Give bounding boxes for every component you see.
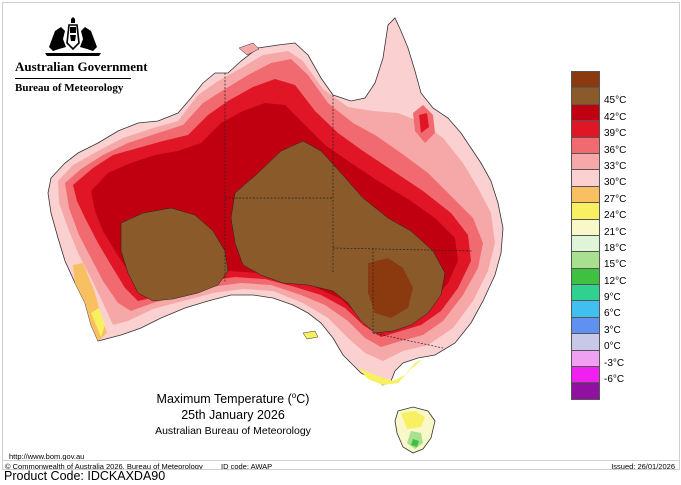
legend-label: 45°C xyxy=(604,95,627,107)
kangaroo-island xyxy=(302,330,319,340)
legend-swatch xyxy=(571,333,600,351)
legend-swatch xyxy=(571,185,600,204)
legend-label: 39°C xyxy=(604,128,627,140)
zone-24c-south xyxy=(358,359,423,385)
government-logo: Australian Government Bureau of Meteorol… xyxy=(15,17,148,94)
legend-label: 9°C xyxy=(604,292,621,304)
legend-swatch xyxy=(571,103,600,122)
map-title: Maximum Temperature (oC) xyxy=(133,391,333,406)
zone-24c-west xyxy=(91,308,105,337)
legend-label: 18°C xyxy=(604,242,627,254)
temperature-map xyxy=(47,17,504,454)
legend-label: 42°C xyxy=(604,111,627,123)
legend-label: -3°C xyxy=(604,357,625,369)
legend-label: 12°C xyxy=(604,275,627,287)
zone-24c-tasmania xyxy=(401,411,425,429)
legend-label: 15°C xyxy=(604,259,627,271)
copyright-text: © Commonwealth of Australia 2026, Bureau… xyxy=(5,462,203,470)
legend-label: 3°C xyxy=(604,324,621,336)
legend-label: 24°C xyxy=(604,210,627,222)
issued-date: Issued: 26/01/2026 xyxy=(611,462,675,470)
legend-label: 27°C xyxy=(604,193,627,205)
legend-swatch xyxy=(571,251,600,269)
bom-url-link[interactable]: http://www.bom.gov.au xyxy=(9,452,85,461)
map-title-suffix: C) xyxy=(296,392,310,407)
legend-swatch xyxy=(571,87,600,105)
map-frame: Australian Government Bureau of Meteorol… xyxy=(2,2,680,470)
map-title-block: Maximum Temperature (oC) 25th January 20… xyxy=(133,391,333,437)
legend-label: 0°C xyxy=(604,341,621,353)
zone-39c-cape xyxy=(419,113,429,133)
legend-swatch xyxy=(571,300,600,318)
legend-swatch xyxy=(571,382,600,400)
state-borders xyxy=(224,73,474,349)
legend-swatch xyxy=(571,218,600,236)
legend-swatch xyxy=(571,267,600,286)
legend-swatch xyxy=(571,152,600,171)
legend-label: 30°C xyxy=(604,177,627,189)
map-agency: Australian Bureau of Meteorology xyxy=(155,425,311,438)
id-code: ID code: AWAP xyxy=(221,462,273,470)
bureau-name: Bureau of Meteorology xyxy=(15,82,124,94)
zone-above-45c xyxy=(368,258,413,318)
legend-label: 36°C xyxy=(604,144,627,156)
product-code: Product Code: IDCKAXDA90 xyxy=(4,469,166,483)
legend-swatch xyxy=(571,71,600,89)
melville-island xyxy=(238,42,260,56)
legend-label: -6°C xyxy=(604,374,625,386)
coat-of-arms-icon xyxy=(45,17,101,56)
legend-swatch xyxy=(571,349,600,368)
legend-swatch xyxy=(571,120,600,138)
map-date: 25th January 2026 xyxy=(181,408,285,423)
map-title-text: Maximum Temperature ( xyxy=(156,392,292,407)
legend-label: 6°C xyxy=(604,308,621,320)
legend-swatch xyxy=(571,136,600,154)
legend-swatch xyxy=(571,366,600,384)
legend-swatch xyxy=(571,169,600,187)
zone-45c-west xyxy=(120,207,229,302)
logo-divider xyxy=(15,78,131,79)
legend-label: 33°C xyxy=(604,160,627,172)
legend-swatch xyxy=(571,284,600,302)
legend-swatch xyxy=(571,234,600,253)
legend-swatch xyxy=(571,202,600,220)
government-name: Australian Government xyxy=(15,59,148,74)
legend-swatch xyxy=(571,316,600,335)
footer-bar: © Commonwealth of Australia 2026, Bureau… xyxy=(3,460,679,470)
map-title-unit: o xyxy=(291,391,297,400)
zone-12c-tasmania xyxy=(411,439,419,447)
legend-label: 21°C xyxy=(604,226,627,238)
border-qld-nsw xyxy=(332,247,474,252)
border-nsw-vic xyxy=(372,332,444,349)
